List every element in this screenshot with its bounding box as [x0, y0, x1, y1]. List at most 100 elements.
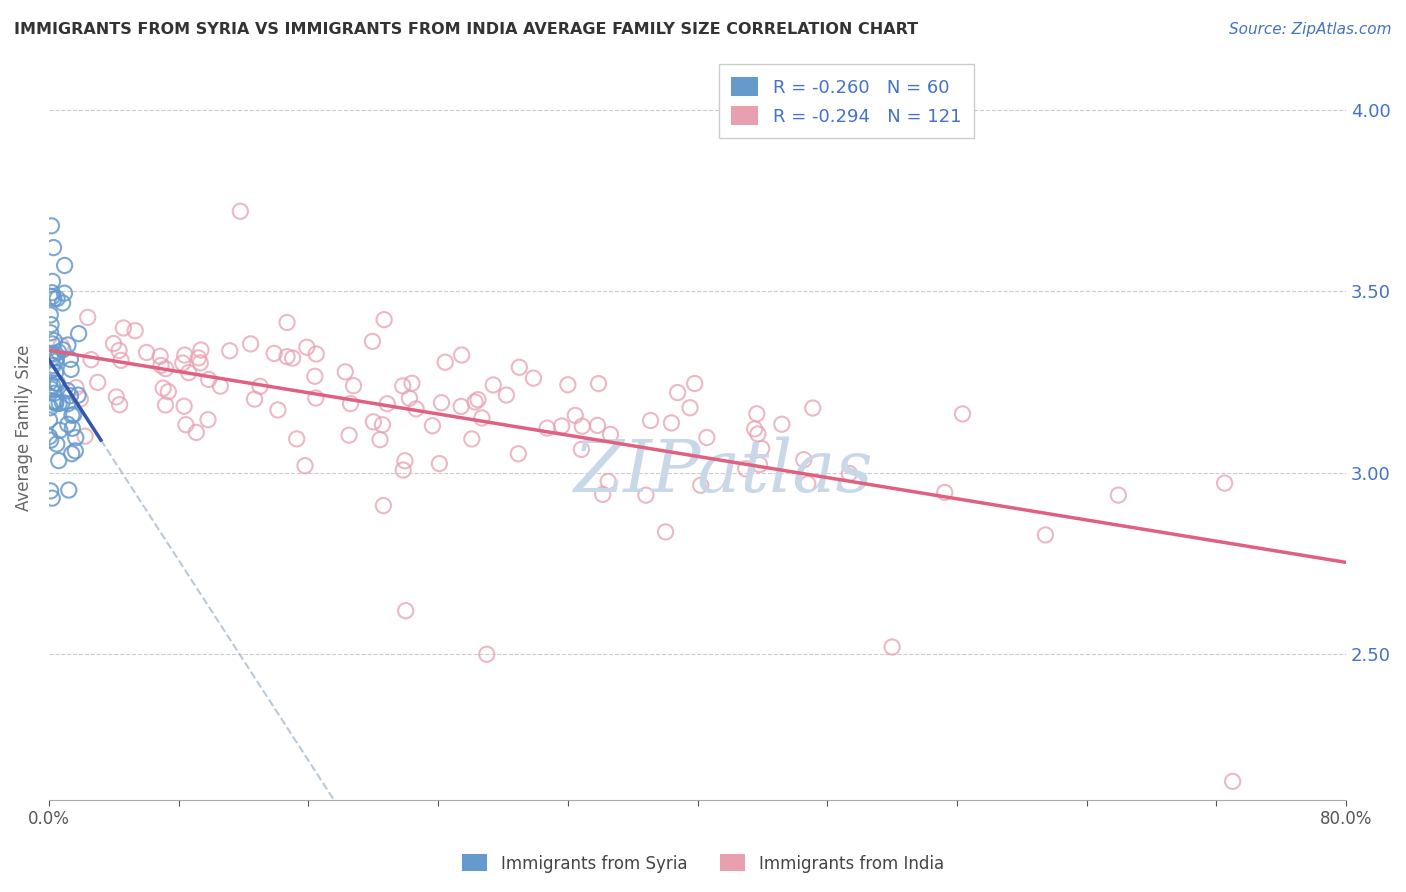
Point [112, 321, 135, 335]
Point [337, 428, 360, 442]
Point [56, 417, 79, 432]
Point [368, 433, 391, 447]
Point [464, 395, 486, 409]
Point [41, 491, 63, 505]
Point [571, 442, 593, 457]
Point [475, 647, 498, 661]
Point [187, 351, 209, 365]
Point [434, 355, 457, 369]
Point [801, 401, 824, 415]
Point [60, 409, 83, 423]
Point [696, 430, 718, 444]
Point [793, 452, 815, 467]
Point [44, 394, 66, 409]
Point [62, 408, 84, 422]
Point [305, 391, 328, 405]
Point [69, 392, 91, 406]
Point [108, 343, 131, 358]
Text: ZIPatlas: ZIPatlas [574, 437, 873, 508]
Point [150, 359, 173, 373]
Point [373, 312, 395, 326]
Point [838, 467, 860, 481]
Point [124, 324, 146, 338]
Point [304, 369, 326, 384]
Point [41, 219, 63, 233]
Point [39, 308, 62, 322]
Point [44, 334, 66, 348]
Point [276, 316, 298, 330]
Point [188, 356, 211, 370]
Point [38, 413, 60, 427]
Point [405, 401, 427, 416]
Point [48, 453, 70, 467]
Point [48, 396, 70, 410]
Point [461, 432, 484, 446]
Point [557, 377, 579, 392]
Point [177, 366, 200, 380]
Point [174, 417, 197, 432]
Point [59, 352, 82, 367]
Point [934, 485, 956, 500]
Point [267, 403, 290, 417]
Point [1213, 476, 1236, 491]
Point [882, 640, 904, 654]
Point [391, 379, 413, 393]
Point [450, 400, 472, 414]
Point [65, 443, 87, 458]
Point [190, 343, 212, 357]
Point [748, 458, 770, 472]
Point [53, 286, 76, 301]
Point [249, 379, 271, 393]
Point [45, 351, 67, 365]
Point [229, 204, 252, 219]
Point [339, 396, 361, 410]
Point [197, 372, 219, 386]
Point [75, 429, 97, 443]
Point [450, 348, 472, 362]
Point [56, 384, 79, 398]
Point [394, 454, 416, 468]
Point [551, 419, 574, 434]
Point [363, 415, 385, 429]
Point [49, 423, 72, 437]
Point [305, 347, 328, 361]
Point [508, 447, 530, 461]
Legend: R = -0.260   N = 60, R = -0.294   N = 121: R = -0.260 N = 60, R = -0.294 N = 121 [718, 64, 974, 138]
Point [87, 376, 110, 390]
Point [398, 391, 420, 405]
Point [586, 418, 609, 433]
Point [155, 398, 177, 412]
Point [422, 418, 444, 433]
Point [172, 356, 194, 370]
Point [103, 336, 125, 351]
Point [361, 334, 384, 349]
Point [108, 398, 131, 412]
Point [683, 376, 706, 391]
Point [335, 365, 357, 379]
Point [1107, 488, 1129, 502]
Point [218, 343, 240, 358]
Point [281, 351, 304, 365]
Point [39, 326, 62, 340]
Point [155, 361, 177, 376]
Point [395, 604, 418, 618]
Point [60, 447, 83, 461]
Point [52, 343, 75, 357]
Point [952, 407, 974, 421]
Point [689, 478, 711, 492]
Point [42, 359, 65, 373]
Point [427, 457, 450, 471]
Point [654, 524, 676, 539]
Point [599, 427, 621, 442]
Text: IMMIGRANTS FROM SYRIA VS IMMIGRANTS FROM INDIA AVERAGE FAMILY SIZE CORRELATION C: IMMIGRANTS FROM SYRIA VS IMMIGRANTS FROM… [14, 22, 918, 37]
Point [592, 487, 614, 501]
Point [661, 416, 683, 430]
Point [745, 407, 768, 421]
Point [571, 419, 593, 434]
Point [342, 378, 364, 392]
Point [149, 349, 172, 363]
Point [135, 345, 157, 359]
Point [48, 345, 70, 359]
Point [770, 417, 793, 432]
Point [56, 338, 79, 352]
